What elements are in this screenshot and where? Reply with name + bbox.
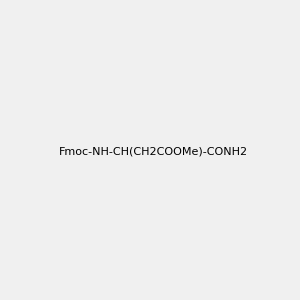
Text: Fmoc-NH-CH(CH2COOMe)-CONH2: Fmoc-NH-CH(CH2COOMe)-CONH2 — [59, 146, 248, 157]
